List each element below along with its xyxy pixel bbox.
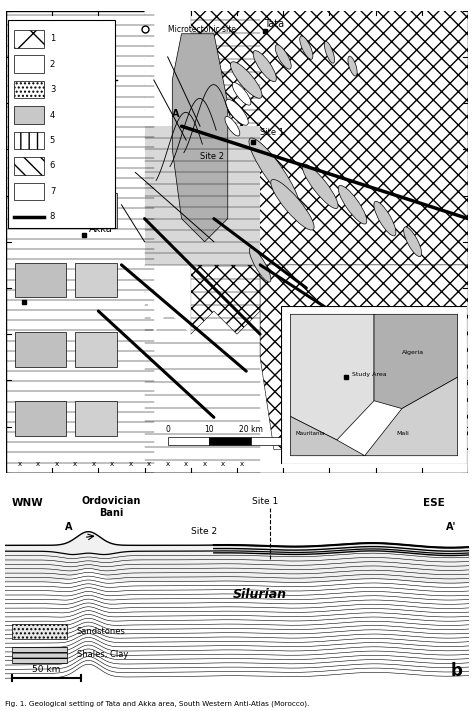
Text: x: x — [184, 461, 188, 466]
Text: x: x — [91, 461, 96, 466]
Bar — [14, 107, 44, 124]
Bar — [14, 30, 44, 48]
Text: x: x — [55, 461, 59, 466]
Text: Ordovician: Ordovician — [82, 496, 141, 506]
Ellipse shape — [230, 62, 262, 98]
Text: 7: 7 — [50, 187, 55, 196]
Bar — [15, 401, 66, 436]
Polygon shape — [374, 314, 457, 409]
Polygon shape — [291, 417, 365, 456]
Text: Site 2: Site 2 — [200, 151, 224, 161]
Text: x: x — [202, 461, 207, 466]
Text: A': A' — [446, 522, 456, 532]
Polygon shape — [191, 11, 468, 334]
Text: 4: 4 — [50, 111, 55, 119]
Text: 0: 0 — [165, 425, 170, 434]
Text: 5: 5 — [50, 136, 55, 145]
Bar — [12, 647, 67, 663]
Text: 10: 10 — [204, 425, 214, 434]
Text: Study Area: Study Area — [352, 372, 386, 377]
Text: Site 1: Site 1 — [260, 129, 284, 137]
Polygon shape — [145, 11, 214, 334]
Text: x: x — [165, 461, 170, 466]
Bar — [210, 437, 251, 445]
Ellipse shape — [249, 247, 271, 282]
Ellipse shape — [302, 164, 338, 208]
Bar — [168, 437, 210, 445]
Bar — [14, 55, 44, 73]
Ellipse shape — [348, 56, 357, 76]
Text: N: N — [102, 112, 113, 127]
Bar — [15, 262, 66, 297]
Text: 2: 2 — [50, 60, 55, 69]
Text: Sandstones: Sandstones — [77, 627, 126, 636]
Text: Mauritania: Mauritania — [296, 432, 326, 437]
Ellipse shape — [253, 50, 276, 82]
Ellipse shape — [300, 36, 313, 59]
Ellipse shape — [324, 41, 335, 63]
Ellipse shape — [374, 201, 396, 236]
Text: Fig. 1. Geological setting of Tata and Akka area, South Western Anti-Atlas (Moro: Fig. 1. Geological setting of Tata and A… — [5, 701, 309, 707]
Text: A: A — [65, 522, 73, 532]
Ellipse shape — [275, 45, 291, 69]
Text: x: x — [110, 461, 114, 466]
Bar — [75, 332, 117, 367]
Text: x: x — [73, 461, 77, 466]
Text: Akka: Akka — [89, 225, 113, 235]
Text: ESE: ESE — [423, 498, 445, 508]
Text: Site 1: Site 1 — [252, 497, 278, 506]
Text: 50 km: 50 km — [32, 665, 61, 675]
Text: x: x — [239, 461, 244, 466]
Text: Silurian: Silurian — [233, 588, 287, 601]
Text: Site 2: Site 2 — [191, 527, 217, 535]
Text: x: x — [221, 461, 225, 466]
Bar — [75, 193, 117, 228]
Bar — [12, 624, 67, 639]
Bar — [75, 401, 117, 436]
Bar — [14, 81, 44, 98]
Bar — [14, 157, 44, 175]
Polygon shape — [173, 33, 228, 242]
Polygon shape — [291, 314, 374, 440]
Text: Bani: Bani — [100, 508, 124, 518]
Text: a: a — [450, 446, 461, 464]
Ellipse shape — [226, 100, 248, 125]
Ellipse shape — [338, 186, 367, 224]
Bar — [251, 437, 292, 445]
Ellipse shape — [232, 82, 251, 105]
Polygon shape — [260, 264, 468, 449]
Ellipse shape — [249, 138, 299, 207]
Bar — [15, 193, 66, 228]
Ellipse shape — [271, 179, 314, 230]
Bar — [14, 183, 44, 200]
Bar — [15, 332, 66, 367]
Text: 3: 3 — [50, 85, 55, 94]
Bar — [14, 132, 44, 149]
Text: Tata: Tata — [264, 18, 284, 29]
Ellipse shape — [403, 227, 422, 257]
Text: 8: 8 — [50, 213, 55, 221]
Text: 20 km: 20 km — [239, 425, 263, 434]
Bar — [8, 20, 115, 228]
Text: Microtectonic site: Microtectonic site — [168, 25, 236, 33]
Text: Mali: Mali — [396, 432, 409, 437]
Ellipse shape — [225, 117, 240, 136]
Text: Shales, Clay: Shales, Clay — [77, 651, 128, 659]
Text: 6: 6 — [50, 161, 55, 171]
Text: WNW: WNW — [12, 498, 44, 508]
Text: b: b — [450, 662, 462, 680]
Text: x: x — [36, 461, 40, 466]
Polygon shape — [365, 377, 457, 456]
Polygon shape — [145, 127, 260, 264]
Text: Algeria: Algeria — [402, 350, 424, 355]
Text: x: x — [128, 461, 133, 466]
Bar — [75, 262, 117, 297]
Text: x: x — [18, 461, 22, 466]
Text: x: x — [147, 461, 151, 466]
Text: 1: 1 — [50, 34, 55, 43]
Text: A: A — [173, 109, 180, 119]
